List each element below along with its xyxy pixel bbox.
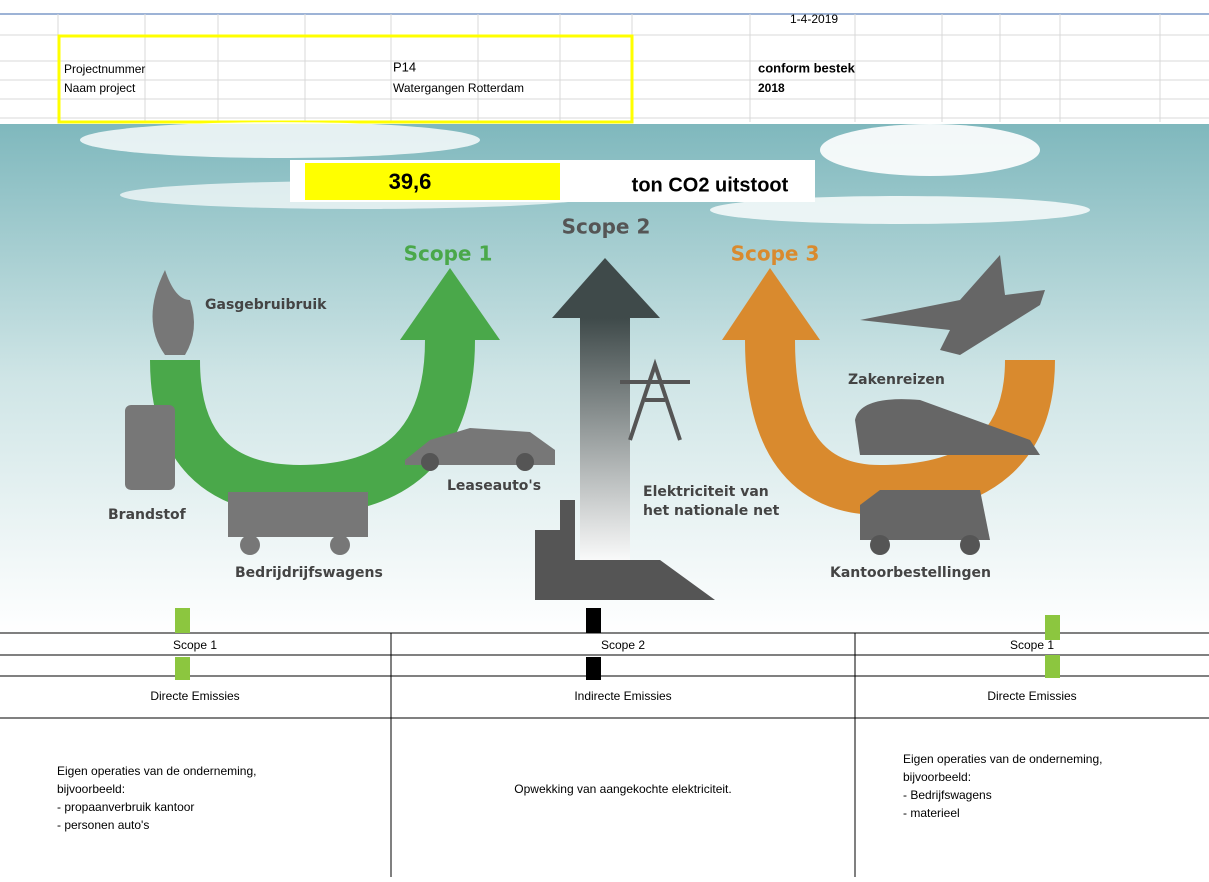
value: Watergangen Rotterdam	[393, 81, 524, 95]
scope-label: Scope 3	[731, 242, 820, 266]
description: - materieel	[903, 806, 960, 820]
scope-label: Scope 2	[562, 215, 651, 239]
icon-label: Zakenreizen	[848, 372, 945, 388]
description: Eigen operaties van de onderneming,	[57, 764, 256, 778]
description: - propaanverbruik kantoor	[57, 800, 194, 814]
date: 1-4-2019	[790, 12, 838, 26]
scope-header: Scope 1	[173, 638, 217, 652]
label: Projectnummer	[64, 62, 145, 76]
label: Naam project	[64, 81, 136, 95]
value: P14	[393, 59, 416, 74]
icon-label: Kantoorbestellingen	[830, 565, 991, 581]
value: 2018	[758, 81, 785, 95]
icon-label: Bedrijdrijfswagens	[235, 565, 383, 581]
description: bijvoorbeeld:	[903, 770, 971, 784]
icon-label: Elektriciteit van	[643, 484, 769, 500]
co2-unit: ton CO2 uitstoot	[632, 174, 789, 196]
infographic	[0, 122, 1209, 634]
description: - personen auto's	[57, 818, 149, 832]
emission-type: Indirecte Emissies	[574, 689, 671, 703]
description: Opwekking van aangekochte elektriciteit.	[514, 782, 731, 796]
value: conform bestek	[758, 60, 856, 75]
description: Eigen operaties van de onderneming,	[903, 752, 1102, 766]
sheet: 1-4-2019 Projectnummer P14 conform beste…	[0, 0, 1209, 877]
icon-label: Brandstof	[108, 507, 187, 523]
scope-header: Scope 1	[1010, 638, 1054, 652]
icon-label: Leaseauto's	[447, 478, 541, 494]
scope-label: Scope 1	[404, 242, 493, 266]
emission-type: Directe Emissies	[150, 689, 239, 703]
gridlines	[0, 14, 1209, 122]
icon-label: Gasgebruibruik	[205, 297, 327, 313]
emission-type: Directe Emissies	[987, 689, 1076, 703]
co2-value: 39,6	[389, 169, 432, 194]
description: bijvoorbeeld:	[57, 782, 125, 796]
description: - Bedrijfswagens	[903, 788, 992, 802]
scope-header: Scope 2	[601, 638, 645, 652]
icon-label: het nationale net	[643, 503, 780, 519]
